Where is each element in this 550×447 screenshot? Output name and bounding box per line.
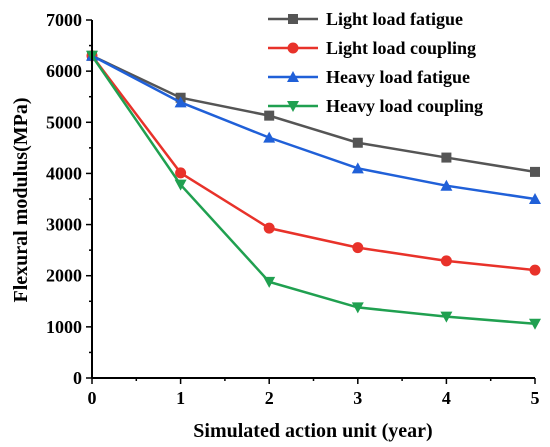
x-tick-label: 4	[442, 388, 451, 408]
data-point	[529, 318, 541, 330]
legend: Light load fatigue Light load coupling Hea…	[268, 9, 483, 116]
x-tick-label: 1	[176, 388, 185, 408]
legend-label: Heavy load coupling	[326, 96, 483, 116]
data-point	[352, 242, 364, 254]
legend-item: Light load coupling	[268, 38, 476, 58]
y-tick-label: 1000	[46, 317, 82, 337]
data-point	[263, 276, 276, 288]
y-tick-label: 4000	[46, 163, 82, 183]
x-axis-title: Simulated action unit (year)	[193, 420, 432, 442]
series-4	[86, 50, 541, 330]
legend-label: Heavy load fatigue	[326, 67, 470, 87]
legend-item: Heavy load fatigue	[268, 67, 470, 87]
legend-marker	[287, 42, 299, 54]
y-axis-title: Flexural modulus(MPa)	[10, 98, 32, 303]
y-tick-label: 2000	[46, 266, 82, 286]
data-point	[529, 193, 541, 204]
legend-item: Light load fatigue	[268, 9, 463, 29]
data-point	[264, 110, 275, 121]
legend-marker	[288, 14, 298, 24]
series-line	[91, 54, 536, 201]
series-3	[86, 49, 541, 204]
y-tick-label: 0	[73, 368, 82, 388]
data-point	[530, 166, 540, 177]
y-tick-label: 5000	[46, 112, 82, 132]
series-group	[86, 49, 541, 330]
y-tick-label: 3000	[46, 215, 82, 235]
x-tick-label: 3	[353, 388, 362, 408]
data-point	[175, 167, 187, 179]
data-point	[440, 179, 453, 191]
data-point	[440, 255, 452, 267]
data-point	[351, 162, 364, 174]
legend-label: Light load coupling	[326, 38, 476, 58]
series-line	[91, 54, 536, 174]
data-point	[440, 311, 453, 323]
x-tick-label: 0	[88, 388, 97, 408]
legend-marker	[287, 101, 299, 112]
data-point	[174, 179, 187, 191]
legend-item: Heavy load coupling	[268, 96, 483, 116]
y-tick-label: 7000	[46, 10, 82, 30]
data-point	[351, 302, 364, 314]
legend-label: Light load fatigue	[326, 9, 463, 29]
x-tick-label: 5	[531, 388, 540, 408]
y-tick-label: 6000	[46, 61, 82, 81]
axes: 0 1 2 3 4 5 0 1000 2000 3000 4000 5000 6000 7000	[46, 10, 540, 408]
legend-marker	[287, 71, 299, 82]
series-line	[90, 55, 536, 326]
data-point	[263, 222, 275, 234]
x-tick-label: 2	[265, 388, 274, 408]
data-point	[263, 131, 276, 143]
data-point	[441, 152, 452, 163]
data-point	[529, 264, 541, 276]
data-point	[352, 137, 363, 148]
series-line	[91, 55, 536, 272]
data-point	[174, 96, 187, 108]
